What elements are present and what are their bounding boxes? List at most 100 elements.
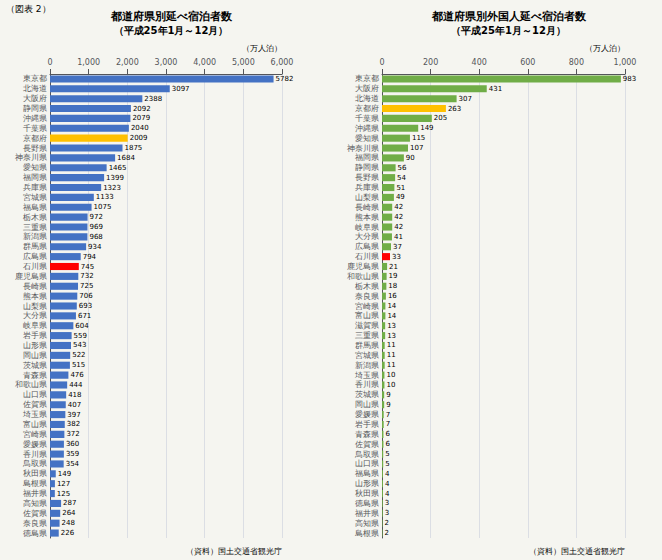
svg-text:7: 7 <box>386 411 390 419</box>
svg-text:397: 397 <box>67 411 80 419</box>
svg-text:3: 3 <box>385 499 389 507</box>
svg-text:354: 354 <box>66 460 80 468</box>
svg-text:706: 706 <box>79 292 93 300</box>
svg-text:奈良県: 奈良県 <box>23 519 47 528</box>
svg-text:604: 604 <box>75 322 89 330</box>
svg-text:都道府県別外国人延べ宿泊者数: 都道府県別外国人延べ宿泊者数 <box>431 10 587 23</box>
svg-text:徳島県: 徳島県 <box>355 499 379 508</box>
svg-text:972: 972 <box>90 213 103 221</box>
svg-text:400: 400 <box>472 58 487 67</box>
svg-text:神奈川県: 神奈川県 <box>347 144 379 153</box>
svg-text:1684: 1684 <box>117 154 135 162</box>
svg-text:福井県: 福井県 <box>355 509 379 518</box>
svg-text:600: 600 <box>520 58 535 67</box>
svg-text:49: 49 <box>396 193 405 201</box>
svg-text:11: 11 <box>387 341 396 349</box>
svg-text:693: 693 <box>79 302 92 310</box>
svg-text:515: 515 <box>72 361 85 369</box>
svg-text:382: 382 <box>67 420 80 428</box>
svg-text:6,000: 6,000 <box>271 58 294 67</box>
svg-text:鹿児島県: 鹿児島県 <box>347 262 379 271</box>
svg-text:90: 90 <box>406 154 415 162</box>
svg-text:10: 10 <box>386 371 395 379</box>
svg-text:群馬県: 群馬県 <box>23 242 47 251</box>
svg-text:1465: 1465 <box>109 164 127 172</box>
svg-text:宮崎県: 宮崎県 <box>355 302 379 311</box>
svg-text:54: 54 <box>397 174 406 182</box>
svg-text:滋賀県: 滋賀県 <box>355 321 379 330</box>
svg-text:11: 11 <box>387 361 396 369</box>
svg-text:新潟県: 新潟県 <box>355 361 379 370</box>
svg-text:山梨県: 山梨県 <box>355 193 379 202</box>
svg-text:岩手県: 岩手県 <box>23 331 47 340</box>
svg-text:431: 431 <box>489 85 502 93</box>
svg-text:6: 6 <box>385 440 390 448</box>
svg-text:407: 407 <box>68 401 81 409</box>
svg-text:42: 42 <box>394 223 403 231</box>
svg-text:福岡県: 福岡県 <box>355 153 379 162</box>
svg-text:香川県: 香川県 <box>355 380 379 389</box>
svg-text:福岡県: 福岡県 <box>23 173 47 182</box>
svg-text:7: 7 <box>386 420 390 428</box>
svg-text:2009: 2009 <box>130 134 148 142</box>
svg-text:725: 725 <box>80 282 93 290</box>
svg-text:島根県: 島根県 <box>23 479 47 488</box>
svg-text:（図表 2）: （図表 2） <box>6 4 51 14</box>
svg-text:愛媛県: 愛媛県 <box>355 410 379 419</box>
svg-text:149: 149 <box>420 124 433 132</box>
svg-text:（万人泊）: （万人泊） <box>585 44 625 53</box>
svg-text:263: 263 <box>448 105 461 113</box>
svg-text:宮崎県: 宮崎県 <box>23 430 47 439</box>
svg-text:5782: 5782 <box>276 75 294 83</box>
svg-text:4,000: 4,000 <box>193 58 216 67</box>
svg-text:沖縄県: 沖縄県 <box>355 124 379 133</box>
svg-text:都道府県別延べ宿泊者数: 都道府県別延べ宿泊者数 <box>110 10 233 23</box>
svg-text:青森県: 青森県 <box>355 430 379 439</box>
svg-text:969: 969 <box>89 223 102 231</box>
svg-text:3,000: 3,000 <box>155 58 178 67</box>
svg-text:長野県: 長野県 <box>23 144 47 153</box>
svg-text:兵庫県: 兵庫県 <box>355 183 379 192</box>
svg-text:佐賀県: 佐賀県 <box>23 509 47 518</box>
svg-text:10: 10 <box>386 381 395 389</box>
svg-text:福井県: 福井県 <box>23 489 47 498</box>
svg-text:14: 14 <box>387 302 396 310</box>
svg-text:三重県: 三重県 <box>355 331 379 340</box>
svg-text:1133: 1133 <box>96 193 114 201</box>
svg-text:18: 18 <box>388 282 397 290</box>
svg-text:京都府: 京都府 <box>23 134 47 143</box>
svg-text:968: 968 <box>89 233 102 241</box>
svg-text:51: 51 <box>396 184 405 192</box>
svg-text:2: 2 <box>384 519 388 527</box>
svg-text:宮城県: 宮城県 <box>355 351 379 360</box>
svg-text:16: 16 <box>388 292 397 300</box>
svg-text:200: 200 <box>423 58 438 67</box>
svg-text:13: 13 <box>387 322 396 330</box>
svg-text:226: 226 <box>61 529 75 537</box>
svg-text:静岡県: 静岡県 <box>23 104 47 113</box>
svg-text:125: 125 <box>57 490 70 498</box>
svg-text:19: 19 <box>389 272 398 280</box>
svg-text:愛知県: 愛知県 <box>23 163 47 172</box>
svg-text:42: 42 <box>394 213 403 221</box>
svg-text:鹿児島県: 鹿児島県 <box>15 272 47 281</box>
svg-text:2040: 2040 <box>131 124 149 132</box>
svg-text:9: 9 <box>386 401 390 409</box>
svg-text:佐賀県: 佐賀県 <box>355 440 379 449</box>
svg-text:沖縄県: 沖縄県 <box>23 114 47 123</box>
svg-text:983: 983 <box>623 75 636 83</box>
svg-text:372: 372 <box>66 430 79 438</box>
svg-text:0: 0 <box>379 58 384 67</box>
svg-text:福島県: 福島県 <box>355 469 379 478</box>
svg-text:長崎県: 長崎県 <box>355 203 379 212</box>
svg-text:石川県: 石川県 <box>23 262 47 271</box>
svg-text:大分県: 大分県 <box>355 232 379 241</box>
svg-text:522: 522 <box>72 351 85 359</box>
svg-text:444: 444 <box>69 381 83 389</box>
svg-text:山口県: 山口県 <box>23 390 47 399</box>
svg-text:56: 56 <box>398 164 407 172</box>
svg-text:岐阜県: 岐阜県 <box>355 223 379 232</box>
svg-text:（万人泊）: （万人泊） <box>242 44 282 53</box>
svg-text:香川県: 香川県 <box>23 450 47 459</box>
svg-text:1,000: 1,000 <box>614 58 637 67</box>
